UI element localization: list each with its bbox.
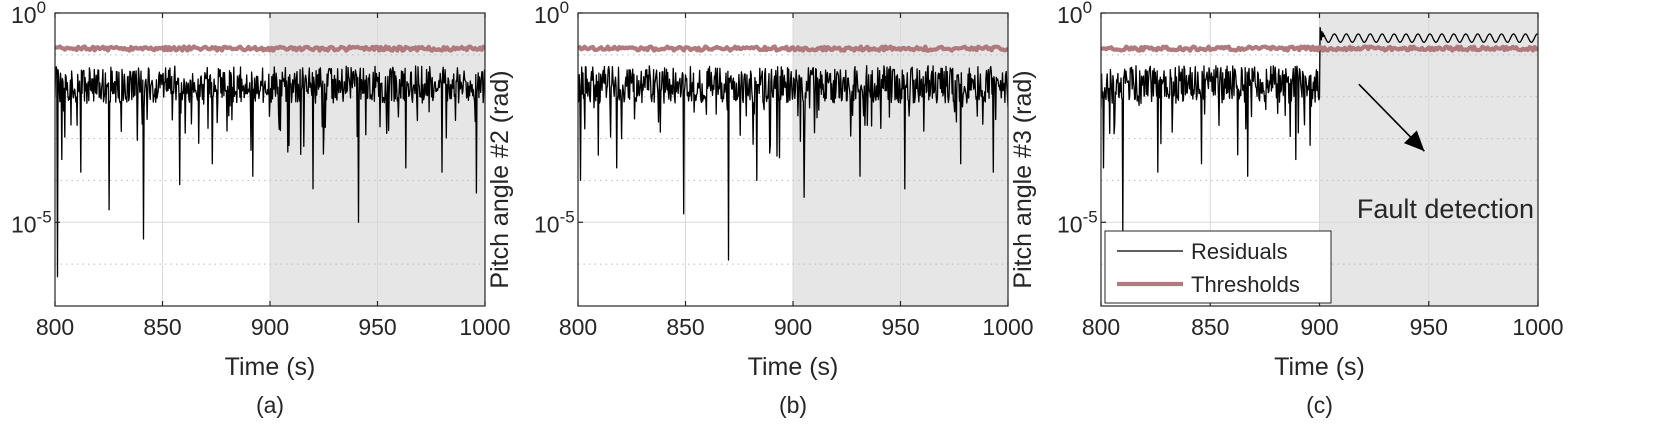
x-tick-label: 950 [881,314,919,340]
series-residuals-line [55,65,485,278]
y-tick-label: 10-5 [11,207,52,237]
x-tick-label: 950 [1410,314,1448,340]
x-tick-label: 800 [559,314,597,340]
x-tick-label: 850 [143,314,181,340]
series-thresholds-line [55,44,485,53]
x-tick-label: 800 [1082,314,1120,340]
panel-1: 800 850 900 950 1000 100 10-5 Time (s) (a) [11,0,511,418]
x-tick-label: 850 [1191,314,1229,340]
y-tick-label: 100 [1057,0,1092,28]
y-tick-label: 10-5 [1057,207,1098,237]
panel-3: 800 850 900 950 1000 100 10-5 Time (s) (c) Pitch … [1009,0,1564,418]
series-thresholds-line [1101,44,1538,53]
series-residuals-line [1101,26,1538,232]
y-axis-label: Pitch angle #2 (rad) [486,70,514,288]
series-residuals-line [578,65,1008,261]
legend-box [1104,230,1332,304]
panel-label: (c) [1306,392,1333,418]
x-tick-label: 900 [1300,314,1338,340]
y-tick-label: 10-5 [534,207,575,237]
legend-entry-label: Residuals [1191,239,1288,264]
x-axis-label: Time (s) [225,353,316,381]
x-tick-label: 900 [774,314,812,340]
x-tick-label: 1000 [459,314,510,340]
x-tick-label: 950 [358,314,396,340]
legend-entry-label: Thresholds [1191,272,1300,297]
panel-2: 800 850 900 950 1000 100 10-5 Time (s) (b) Pitch … [486,0,1034,418]
x-tick-label: 1000 [982,314,1033,340]
x-tick-label: 1000 [1512,314,1563,340]
panel-label: (b) [779,392,807,418]
panel-label: (a) [256,392,284,418]
legend: Residuals Thresholds [1104,230,1332,304]
x-tick-label: 850 [666,314,704,340]
x-axis-label: Time (s) [1274,353,1365,381]
annotation-text: Fault detection [1357,194,1534,224]
x-axis-label: Time (s) [748,353,839,381]
x-tick-label: 800 [36,314,74,340]
y-tick-label: 100 [11,0,46,28]
annotation-arrow-head [1403,130,1425,152]
y-tick-label: 100 [534,0,569,28]
series-thresholds-line [578,44,1008,53]
x-tick-label: 900 [251,314,289,340]
y-axis-label: Pitch angle #3 (rad) [1009,70,1037,288]
